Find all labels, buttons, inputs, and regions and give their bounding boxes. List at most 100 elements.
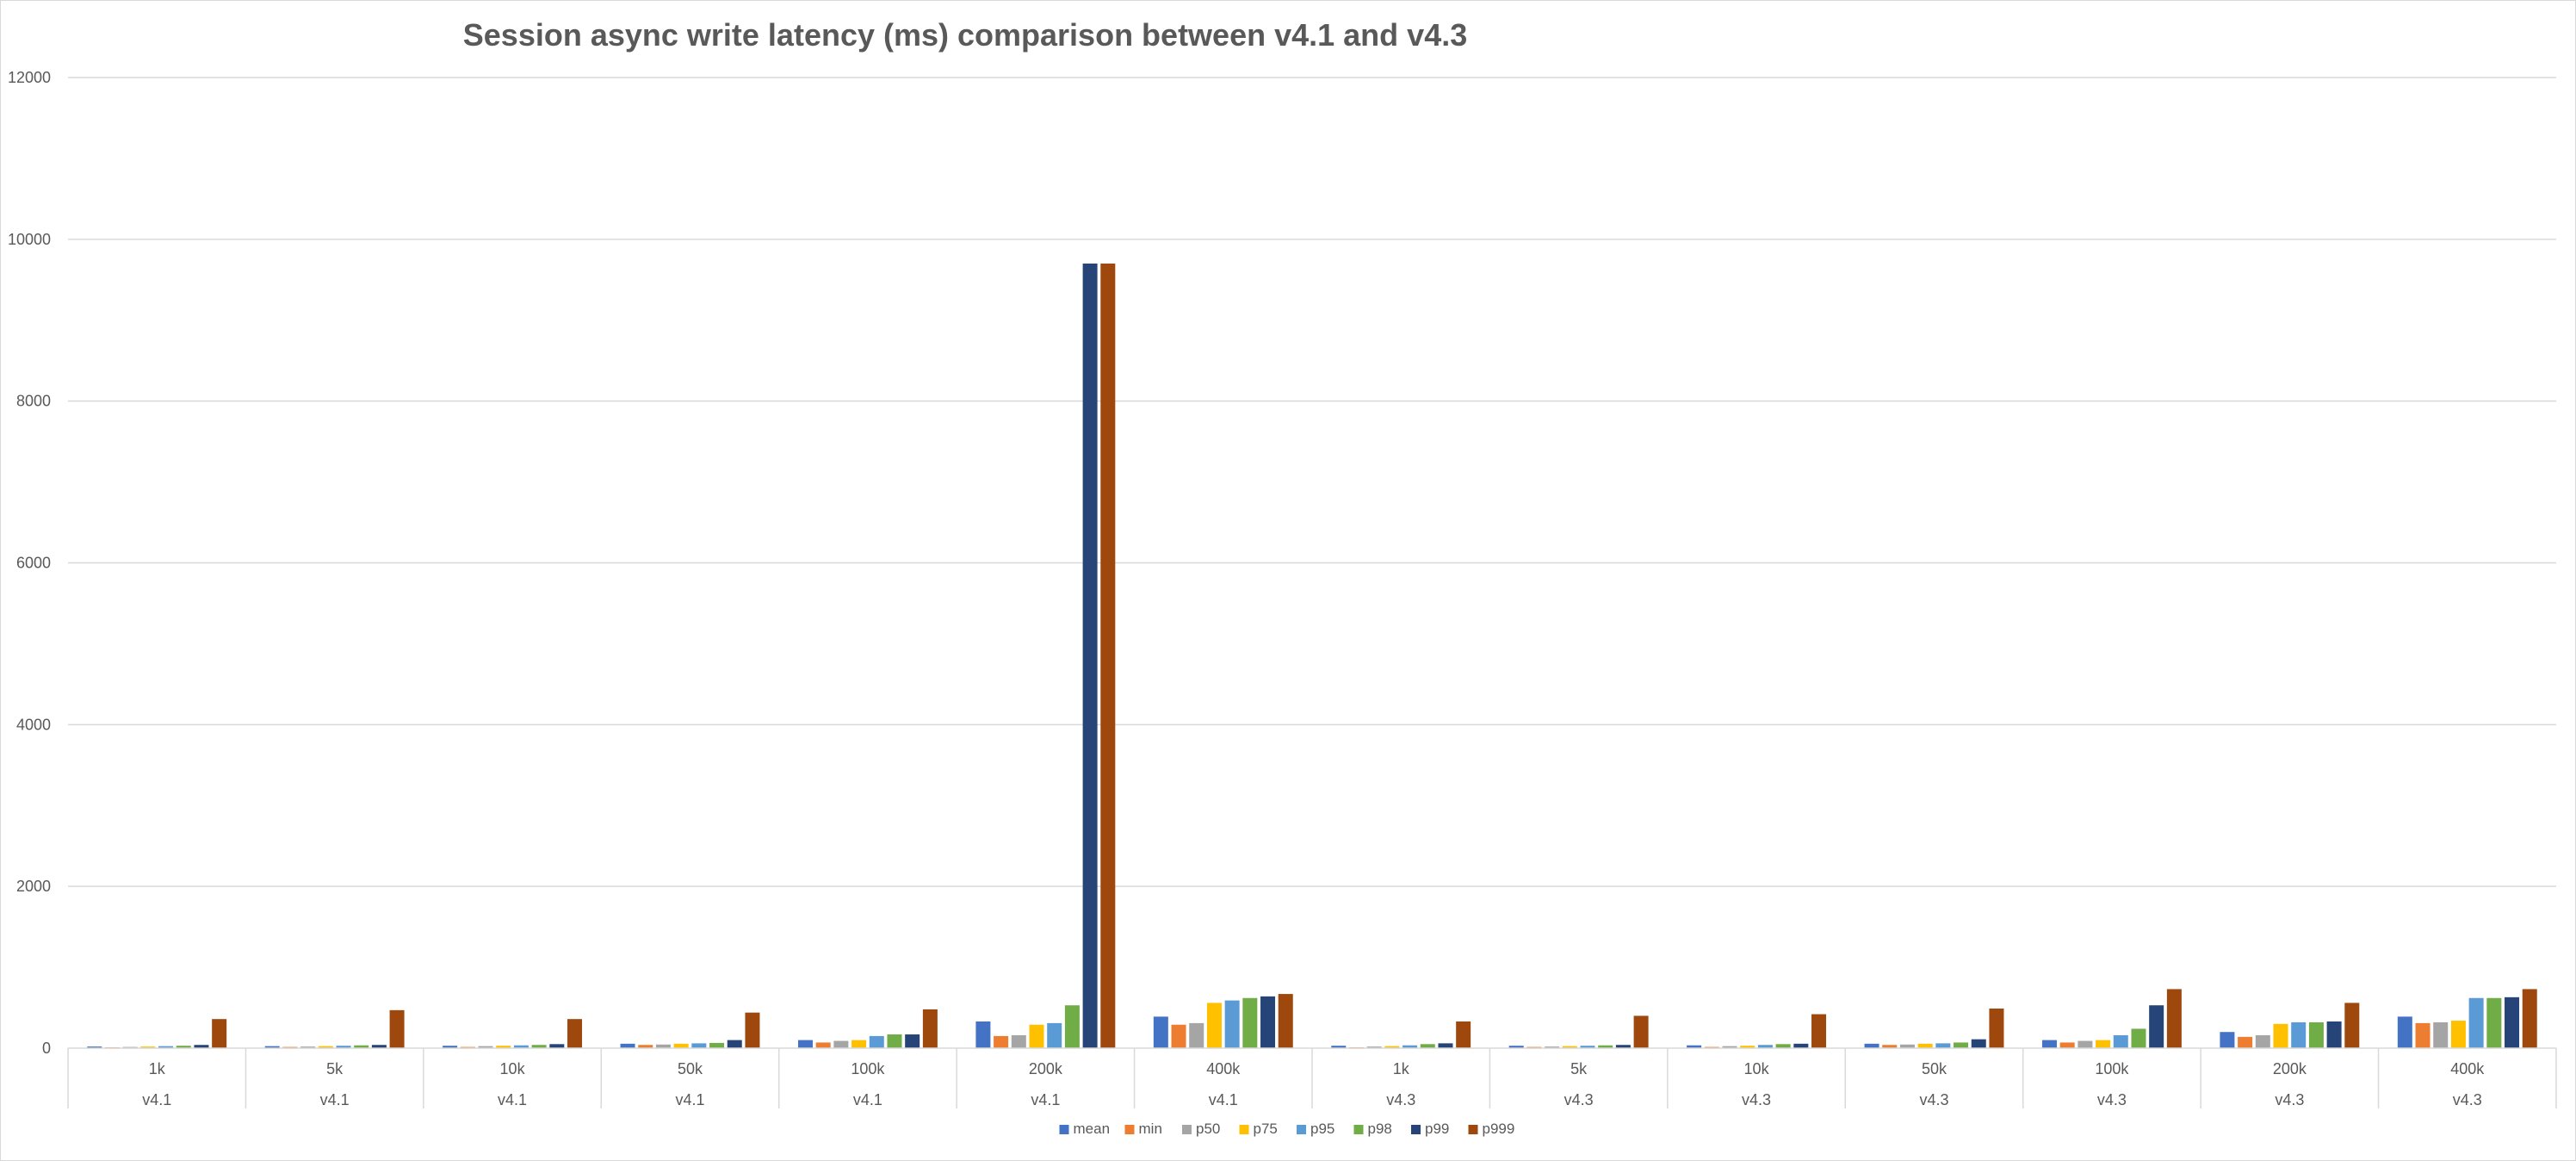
bar-p99 (194, 1045, 209, 1048)
legend-label-mean: mean (1074, 1121, 1111, 1137)
bar-p75 (496, 1046, 511, 1048)
bar-p999 (1989, 1008, 2004, 1048)
legend-label-p75: p75 (1254, 1121, 1278, 1137)
x-group-label: v4.1 (675, 1091, 704, 1108)
legend-swatch-mean (1059, 1125, 1069, 1134)
bar-p75 (1384, 1046, 1400, 1048)
x-axis: 1k v4.1 5k v4.1 10k v4.1 50k v4.1 100k v4.1 200k v4… (67, 1047, 2557, 1108)
bar-mean (2041, 1040, 2057, 1048)
bar-p98 (887, 1034, 902, 1048)
bar-p75 (1562, 1046, 1577, 1048)
bar-p99 (1260, 996, 1276, 1048)
bar-p50 (1545, 1046, 1560, 1048)
bar-p50 (1189, 1022, 1204, 1048)
bar-p98 (1242, 997, 1258, 1048)
bar-p99 (1971, 1039, 1986, 1048)
bar-p98 (1775, 1044, 1791, 1048)
bar-p75 (1740, 1046, 1756, 1048)
bar-p95 (1757, 1045, 1773, 1048)
x-group-label: v4.1 (142, 1091, 171, 1108)
bar-mean (1153, 1016, 1168, 1048)
x-group-label: v4.1 (498, 1091, 527, 1108)
bar-mean (87, 1046, 102, 1048)
legend-label-p95: p95 (1310, 1121, 1334, 1137)
bar-p999 (1811, 1014, 1827, 1048)
bar-min (2415, 1022, 2430, 1048)
bar-mean (1864, 1043, 1879, 1048)
legend-swatch-p75 (1239, 1125, 1249, 1134)
x-category-label: 10k (1744, 1060, 1770, 1077)
bar-min (815, 1042, 831, 1048)
bar-min (994, 1035, 1009, 1048)
bar-p50 (300, 1046, 316, 1048)
legend-label-p99: p99 (1425, 1121, 1449, 1137)
bar-min (2059, 1042, 2075, 1048)
bar-p75 (1917, 1043, 1933, 1048)
x-category-label: 1k (149, 1060, 166, 1077)
bar-p99 (2505, 996, 2520, 1048)
legend-swatch-p999 (1468, 1125, 1478, 1134)
x-category-label: 1k (1393, 1060, 1410, 1077)
x-category-label: 50k (1922, 1060, 1947, 1077)
x-category-label: 100k (2095, 1060, 2129, 1077)
bar-p50 (1366, 1046, 1382, 1048)
bar-p999 (922, 1009, 938, 1048)
bar-mean (797, 1040, 813, 1048)
bar-p95 (1403, 1045, 1418, 1048)
bar-p95 (1935, 1043, 1951, 1048)
bar-p98 (354, 1045, 369, 1048)
bar-p99 (371, 1045, 387, 1048)
bar-p999 (1278, 994, 1293, 1048)
x-group-label: v4.1 (1209, 1091, 1238, 1108)
bar-p95 (2113, 1034, 2128, 1048)
bar-p95 (2291, 1021, 2307, 1048)
bar-p75 (1029, 1024, 1044, 1048)
bar-p75 (318, 1046, 333, 1048)
bar-p95 (869, 1035, 884, 1048)
bar-mean (264, 1046, 280, 1048)
bar-mean (2220, 1032, 2235, 1048)
bar-p50 (1011, 1034, 1026, 1048)
bar-p99 (2149, 1005, 2164, 1048)
bar-p75 (1206, 1003, 1222, 1048)
x-category-label: 50k (678, 1060, 703, 1077)
bar-p98 (1954, 1042, 1969, 1048)
bar-mean (620, 1043, 635, 1048)
legend-swatch-min (1124, 1125, 1135, 1134)
bar-p98 (1598, 1045, 1613, 1048)
x-category-label: 100k (851, 1060, 885, 1077)
bar-mean (1508, 1046, 1524, 1048)
bar-p999 (1456, 1021, 1471, 1048)
bar-p999 (1100, 264, 1116, 1049)
bar-p98 (1420, 1044, 1435, 1048)
x-group-label: v4.3 (2097, 1091, 2127, 1108)
x-category-label: 5k (326, 1060, 344, 1077)
bar-p50 (655, 1044, 671, 1048)
bar-p95 (2468, 997, 2484, 1048)
y-tick-label: 0 (42, 1040, 51, 1057)
legend-label-p98: p98 (1368, 1121, 1392, 1137)
bar-p99 (1615, 1045, 1631, 1048)
bar-p95 (1580, 1046, 1595, 1048)
bar-p95 (336, 1046, 351, 1048)
bar-p99 (727, 1040, 742, 1048)
bar-p75 (2273, 1023, 2288, 1048)
bar-p999 (2344, 1003, 2360, 1048)
bar-min (2238, 1036, 2253, 1048)
y-tick-label: 8000 (16, 393, 51, 410)
bar-p999 (212, 1019, 227, 1048)
bar-p98 (709, 1042, 725, 1048)
bar-p98 (1064, 1005, 1080, 1048)
legend-label-p50: p50 (1196, 1121, 1220, 1137)
bar-p50 (478, 1046, 493, 1048)
y-axis-tick-labels: 0 2000 4000 6000 8000 10000 12000 (8, 69, 51, 1057)
bar-p999 (2522, 989, 2537, 1048)
x-group-label: v4.1 (853, 1091, 882, 1108)
bar-p98 (531, 1045, 547, 1048)
x-group-label: v4.1 (320, 1091, 350, 1108)
x-group-label: v4.3 (2275, 1091, 2304, 1108)
bar-mean (1331, 1046, 1347, 1048)
x-group-label: v4.3 (1742, 1091, 1771, 1108)
legend-label-min: min (1139, 1121, 1162, 1137)
bar-p50 (1899, 1044, 1915, 1048)
